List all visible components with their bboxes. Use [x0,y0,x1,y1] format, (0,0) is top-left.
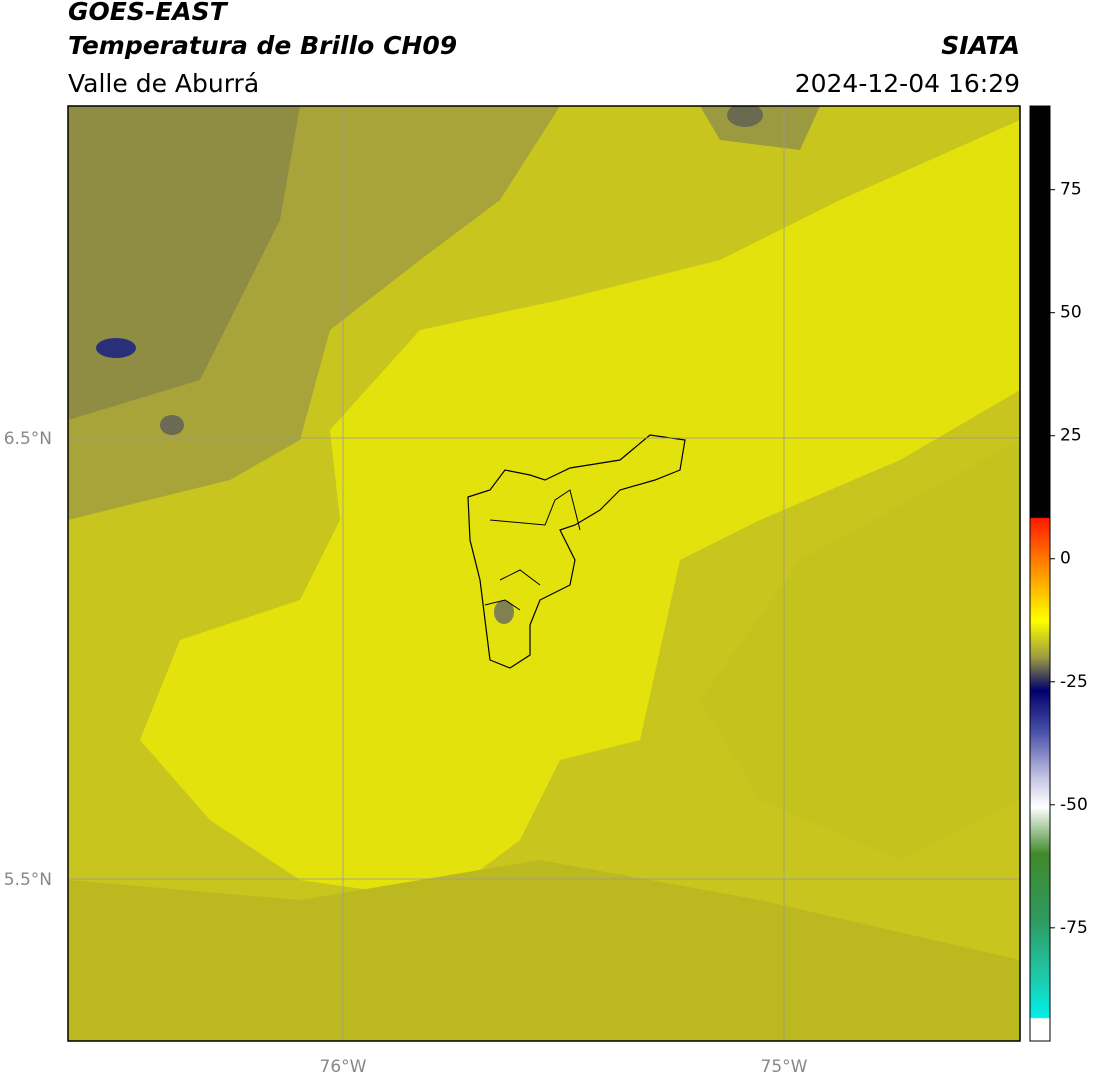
source: SIATA [941,31,1020,60]
colorbar-tick-label: 25 [1060,426,1082,446]
lon-label: 75°W [761,1057,808,1077]
colorbar [1029,105,1051,1042]
subtitle: Temperatura de Brillo CH09 [68,31,457,60]
region: Valle de Aburrá [68,69,259,98]
map-image [68,106,1020,1041]
map-frame [67,105,1021,1042]
lat-label: 5.5°N [4,870,52,890]
lat-label: 6.5°N [4,429,52,449]
colorbar-tick-label: 50 [1060,303,1082,323]
colorbar-tick-label: 0 [1060,549,1071,569]
colorbar-tick-label: -25 [1060,672,1088,692]
colorbar-tick-label: -75 [1060,918,1088,938]
lon-label: 76°W [320,1057,367,1077]
datetime: 2024-12-04 16:29 [795,69,1020,98]
colorbar-tick-label: 75 [1060,180,1082,200]
colorbar-tick-label: -50 [1060,795,1088,815]
title: GOES-EAST [68,0,229,26]
